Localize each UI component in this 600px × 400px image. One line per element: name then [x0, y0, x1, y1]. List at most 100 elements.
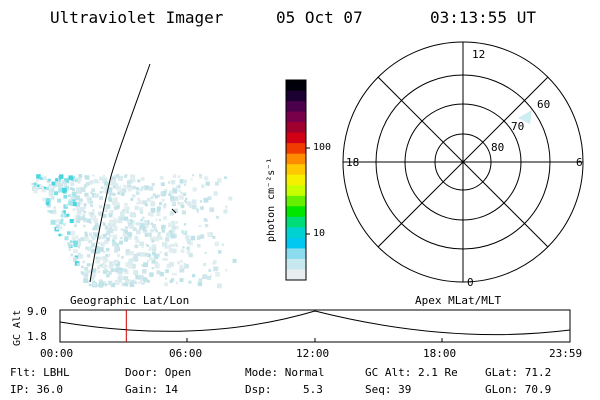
image-pixel [129, 282, 135, 287]
image-pixel [35, 179, 39, 182]
image-pixel [76, 262, 80, 266]
image-pixel [120, 236, 123, 240]
image-pixel [124, 202, 128, 207]
image-pixel [62, 187, 67, 193]
lat-label-80: 80 [491, 141, 505, 154]
terminator-line [89, 63, 151, 283]
image-pixel [214, 241, 219, 247]
image-pixel [115, 261, 118, 264]
image-pixel [70, 240, 73, 243]
image-pixel [134, 205, 139, 210]
apex-caption: Apex MLat/MLT [415, 294, 502, 307]
image-pixel [114, 268, 118, 273]
image-pixel [99, 279, 102, 282]
image-pixel [122, 188, 127, 193]
image-pixel [102, 213, 107, 218]
image-pixel [106, 237, 110, 242]
image-pixel [114, 280, 120, 285]
image-pixel [150, 222, 154, 225]
image-pixel [161, 229, 165, 233]
image-pixel [103, 269, 108, 274]
image-pixel [64, 178, 69, 184]
image-pixel [143, 220, 148, 225]
image-pixel [152, 246, 157, 252]
image-pixel [140, 186, 144, 190]
image-pixel [167, 181, 171, 184]
image-pixel [154, 260, 159, 265]
info-dsp-value: 5.3 [303, 383, 323, 396]
image-pixel [119, 189, 123, 193]
image-pixel [78, 198, 83, 203]
image-pixel [137, 222, 141, 226]
image-pixel [84, 267, 89, 271]
image-pixel [147, 212, 151, 216]
info-glat: GLat: 71.2 [485, 366, 552, 379]
image-pixel [121, 282, 125, 286]
colorbar-band [286, 101, 306, 113]
image-pixel [103, 233, 107, 238]
image-pixel [157, 231, 161, 235]
image-pixel [162, 258, 166, 261]
image-pixel [124, 237, 128, 242]
image-pixel [152, 193, 156, 197]
image-pixel [68, 200, 73, 206]
image-pixel [50, 187, 55, 192]
image-pixel [81, 216, 85, 220]
image-pixel [178, 194, 184, 200]
image-pixel [134, 281, 137, 284]
image-pixel [44, 186, 47, 189]
image-pixel [156, 270, 161, 275]
image-pixel [130, 175, 135, 181]
image-pixel [112, 193, 116, 196]
image-pixel [80, 187, 86, 192]
lat-label-60: 60 [537, 98, 551, 111]
image-pixel [134, 244, 139, 249]
image-pixel [149, 272, 154, 277]
image-pixel [181, 210, 186, 215]
image-pixel [209, 207, 215, 213]
info-door: Door: Open [125, 366, 192, 379]
image-pixel [109, 226, 112, 229]
altitude-timeline [59, 309, 571, 343]
image-pixel [135, 187, 139, 191]
image-pixel [90, 212, 95, 216]
image-pixel [217, 178, 222, 183]
colorbar-band [286, 174, 306, 186]
image-pixel [53, 206, 56, 209]
image-pixel [187, 201, 192, 206]
image-pixel [110, 268, 114, 272]
image-pixel [112, 179, 116, 182]
image-pixel [108, 228, 114, 234]
image-pixel [94, 233, 99, 238]
image-pixel [90, 272, 96, 278]
image-pixel [77, 177, 82, 182]
image-pixel [196, 236, 201, 240]
image-pixel [137, 230, 140, 233]
image-pixel [168, 222, 173, 228]
image-pixel [77, 180, 80, 184]
image-pixel [39, 176, 43, 180]
image-pixel [180, 259, 183, 263]
image-pixel [85, 182, 90, 186]
image-pixel [58, 182, 63, 188]
image-pixel [107, 253, 111, 257]
image-pixel [126, 184, 132, 189]
image-pixel [172, 248, 177, 254]
image-pixel [189, 205, 192, 208]
image-pixel [88, 232, 92, 236]
image-pixel [137, 179, 141, 183]
image-pixel [144, 233, 149, 237]
image-pixel [153, 227, 157, 231]
image-pixel [189, 241, 193, 246]
image-pixel [172, 174, 177, 178]
image-pixel [91, 243, 95, 247]
image-pixel [176, 186, 179, 189]
xtick-2359: 23:59 [549, 347, 583, 360]
image-pixel [163, 203, 167, 206]
image-pixel [69, 187, 73, 190]
image-pixel [151, 244, 157, 249]
image-pixel [175, 221, 179, 224]
image-pixel [108, 195, 111, 198]
image-pixel [140, 177, 145, 181]
colorbar-label-10: 10 [313, 228, 326, 239]
